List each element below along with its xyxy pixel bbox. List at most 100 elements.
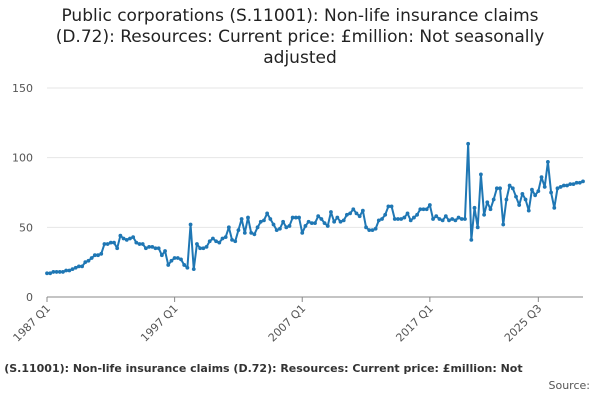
data-point[interactable] [140,242,145,246]
data-point[interactable] [96,253,100,258]
data-point[interactable] [121,236,126,241]
data-point[interactable] [249,231,254,235]
data-point[interactable] [265,211,270,216]
data-point[interactable] [252,232,257,237]
data-point[interactable] [112,240,116,245]
data-point[interactable] [380,217,384,221]
data-point[interactable] [549,190,553,195]
data-point[interactable] [118,233,123,238]
data-point[interactable] [255,225,260,230]
data-point[interactable] [105,242,110,246]
data-point[interactable] [45,271,49,276]
data-point[interactable] [124,237,129,242]
data-point[interactable] [354,211,359,216]
data-point[interactable] [195,242,199,246]
data-point[interactable] [577,180,582,185]
data-point[interactable] [453,218,458,223]
data-point[interactable] [306,219,311,224]
data-point[interactable] [399,217,404,221]
data-point[interactable] [179,257,183,262]
data-point[interactable] [504,197,509,202]
data-point[interactable] [536,189,541,194]
data-point[interactable] [463,217,467,221]
data-point[interactable] [204,244,209,249]
data-point[interactable] [514,194,518,199]
data-point[interactable] [303,224,308,228]
data-point[interactable] [284,225,289,230]
data-point[interactable] [159,253,164,258]
data-point[interactable] [131,235,136,239]
data-point[interactable] [421,207,426,212]
data-point[interactable] [268,217,273,221]
data-point[interactable] [281,219,285,224]
data-point[interactable] [80,264,84,269]
data-point[interactable] [309,221,314,226]
data-point[interactable] [364,225,368,230]
data-point[interactable] [48,271,53,276]
data-point[interactable] [447,218,451,223]
data-point[interactable] [488,207,493,212]
data-point[interactable] [392,217,397,221]
data-point[interactable] [338,219,343,224]
data-point[interactable] [191,267,196,272]
data-point[interactable] [83,260,88,265]
data-point[interactable] [61,270,65,274]
data-point[interactable] [144,246,148,251]
data-point[interactable] [246,215,250,220]
data-point[interactable] [415,212,419,217]
data-point[interactable] [546,159,550,164]
data-point[interactable] [558,185,563,189]
data-point[interactable] [230,237,234,242]
data-point[interactable] [89,256,94,260]
data-point[interactable] [236,228,241,233]
data-point[interactable] [424,207,429,212]
data-point[interactable] [223,235,228,239]
data-point[interactable] [466,141,471,146]
data-point[interactable] [434,214,439,219]
data-point[interactable] [357,214,362,219]
data-point[interactable] [262,218,266,223]
data-point[interactable] [568,182,573,187]
data-point[interactable] [561,183,566,188]
data-point[interactable] [491,197,496,202]
data-point[interactable] [412,215,416,220]
data-point[interactable] [233,239,238,244]
data-point[interactable] [175,256,180,260]
data-point[interactable] [472,205,477,210]
data-point[interactable] [526,208,531,213]
data-point[interactable] [517,203,522,207]
data-point[interactable] [287,224,292,228]
data-point[interactable] [479,172,483,177]
data-point[interactable] [507,183,512,188]
data-point[interactable] [498,186,502,191]
data-point[interactable] [386,204,391,209]
data-point[interactable] [198,246,203,251]
data-point[interactable] [297,215,301,220]
data-point[interactable] [67,268,72,273]
data-point[interactable] [214,239,219,244]
data-point[interactable] [565,183,569,188]
data-point[interactable] [188,222,193,227]
data-point[interactable] [239,217,244,221]
data-point[interactable] [408,218,413,223]
data-point[interactable] [555,186,560,191]
data-point[interactable] [360,208,365,213]
data-point[interactable] [348,211,352,216]
data-point[interactable] [153,246,158,251]
data-point[interactable] [64,268,69,273]
data-point[interactable] [54,270,59,274]
data-point[interactable] [459,217,464,221]
data-point[interactable] [102,242,107,246]
data-point[interactable] [166,263,171,267]
data-point[interactable] [274,228,279,233]
data-point[interactable] [469,237,474,242]
data-point[interactable] [290,215,295,220]
data-point[interactable] [51,270,56,274]
data-point[interactable] [313,221,317,226]
data-point[interactable] [456,215,461,220]
data-point[interactable] [571,182,576,187]
data-point[interactable] [475,225,480,230]
data-point[interactable] [169,258,174,263]
data-point[interactable] [115,246,120,251]
data-point[interactable] [172,256,177,260]
